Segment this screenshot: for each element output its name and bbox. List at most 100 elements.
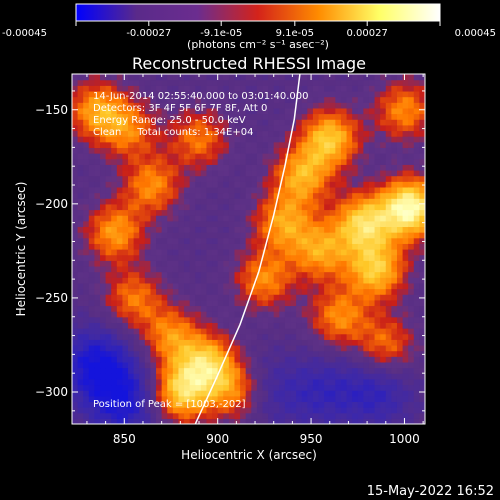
heatmap-cell [234,282,241,290]
heatmap-cell [150,203,157,211]
heatmap-cell [116,226,124,233]
heatmap-cell [195,277,202,284]
heatmap-cell [368,384,376,391]
heatmap-cell [228,316,236,323]
heatmap-cell [206,119,213,126]
heatmap-cell [167,136,174,143]
heatmap-cell [268,390,275,397]
heatmap-cell [223,237,230,244]
heatmap-cell [256,328,264,335]
heatmap-cell [408,96,415,103]
heatmap-cell [156,164,163,171]
heatmap-cell [312,356,320,363]
heatmap-cell [324,373,331,380]
heatmap-cell [279,130,286,137]
heatmap-cell [94,90,101,98]
heatmap-cell [178,243,185,250]
heatmap-cell [144,390,152,397]
heatmap-cell [402,158,409,165]
heatmap-cell [296,418,303,424]
heatmap-cell [352,277,359,284]
heatmap-cell [139,215,146,222]
heatmap-cell [139,311,146,318]
heatmap-cell [312,260,320,267]
heatmap-cell [128,203,135,211]
heatmap-cell [290,322,297,329]
heatmap-cell [346,249,353,256]
heatmap-cell [251,237,258,244]
heatmap-cell [385,265,392,273]
heatmap-cell [256,90,264,98]
heatmap-cell [111,294,118,301]
heatmap-cell [262,169,269,177]
heatmap-cell [245,102,252,109]
heatmap-cell [329,119,336,126]
heatmap-cell [88,384,96,391]
heatmap-cell [133,175,140,182]
heatmap-cell [346,412,353,419]
heatmap-cell [83,294,90,301]
heatmap-cell [167,367,174,374]
heatmap-cell [380,344,387,352]
heatmap-cell [324,164,331,171]
heatmap-cell [340,271,348,278]
heatmap-cell [139,124,146,132]
heatmap-cell [352,79,359,86]
heatmap-cell [111,79,118,86]
heatmap-cell [217,361,224,369]
heatmap-cell [83,260,90,267]
heatmap-cell [195,232,202,239]
heatmap-cell [122,232,129,239]
heatmap-cell [312,147,320,154]
heatmap-cell [391,390,398,397]
heatmap-cell [419,299,425,307]
heatmap-cell [301,141,308,148]
heatmap-cell [318,124,325,132]
heatmap-cell [385,232,392,239]
heatmap-cell [268,277,275,284]
heatmap-cell [172,344,180,352]
heatmap-cell [408,198,415,205]
heatmap-cell [385,254,392,261]
heatmap-cell [156,198,163,205]
heatmap-cell [307,265,314,273]
heatmap-cell [256,203,264,211]
heatmap-cell [324,158,331,165]
heatmap-cell [223,418,230,424]
heatmap-cell [251,102,258,109]
heatmap-cell [217,243,224,250]
heatmap-cell [391,299,398,307]
heatmap-cell [105,333,112,340]
heatmap-cell [380,265,387,273]
heatmap-cell [419,322,425,329]
heatmap-cell [77,265,84,273]
heatmap-cell [391,339,398,346]
heatmap-cell [245,226,252,233]
heatmap-cell [189,322,196,329]
heatmap-cell [368,356,376,363]
heatmap-cell [296,356,303,363]
heatmap-cell [228,209,236,216]
heatmap-cell [212,232,219,239]
heatmap-cell [318,311,325,318]
heatmap-cell [116,79,124,86]
heatmap-cell [189,412,196,419]
heatmap-cell [391,74,398,81]
heatmap-cell [105,130,112,137]
heatmap-cell [374,350,381,357]
y-tick-label: −200 [35,197,68,211]
heatmap-cell [228,401,236,408]
heatmap-cell [256,271,264,278]
heatmap-cell [385,299,392,307]
heatmap-cell [296,102,303,109]
heatmap-cell [346,141,353,148]
heatmap-cell [228,378,236,386]
heatmap-cell [133,401,140,408]
heatmap-cell [419,288,425,295]
heatmap-cell [161,198,168,205]
heatmap-cell [391,119,398,126]
heatmap-cell [195,102,202,109]
heatmap-cell [144,361,152,369]
heatmap-cell [374,130,381,137]
heatmap-cell [385,237,392,244]
